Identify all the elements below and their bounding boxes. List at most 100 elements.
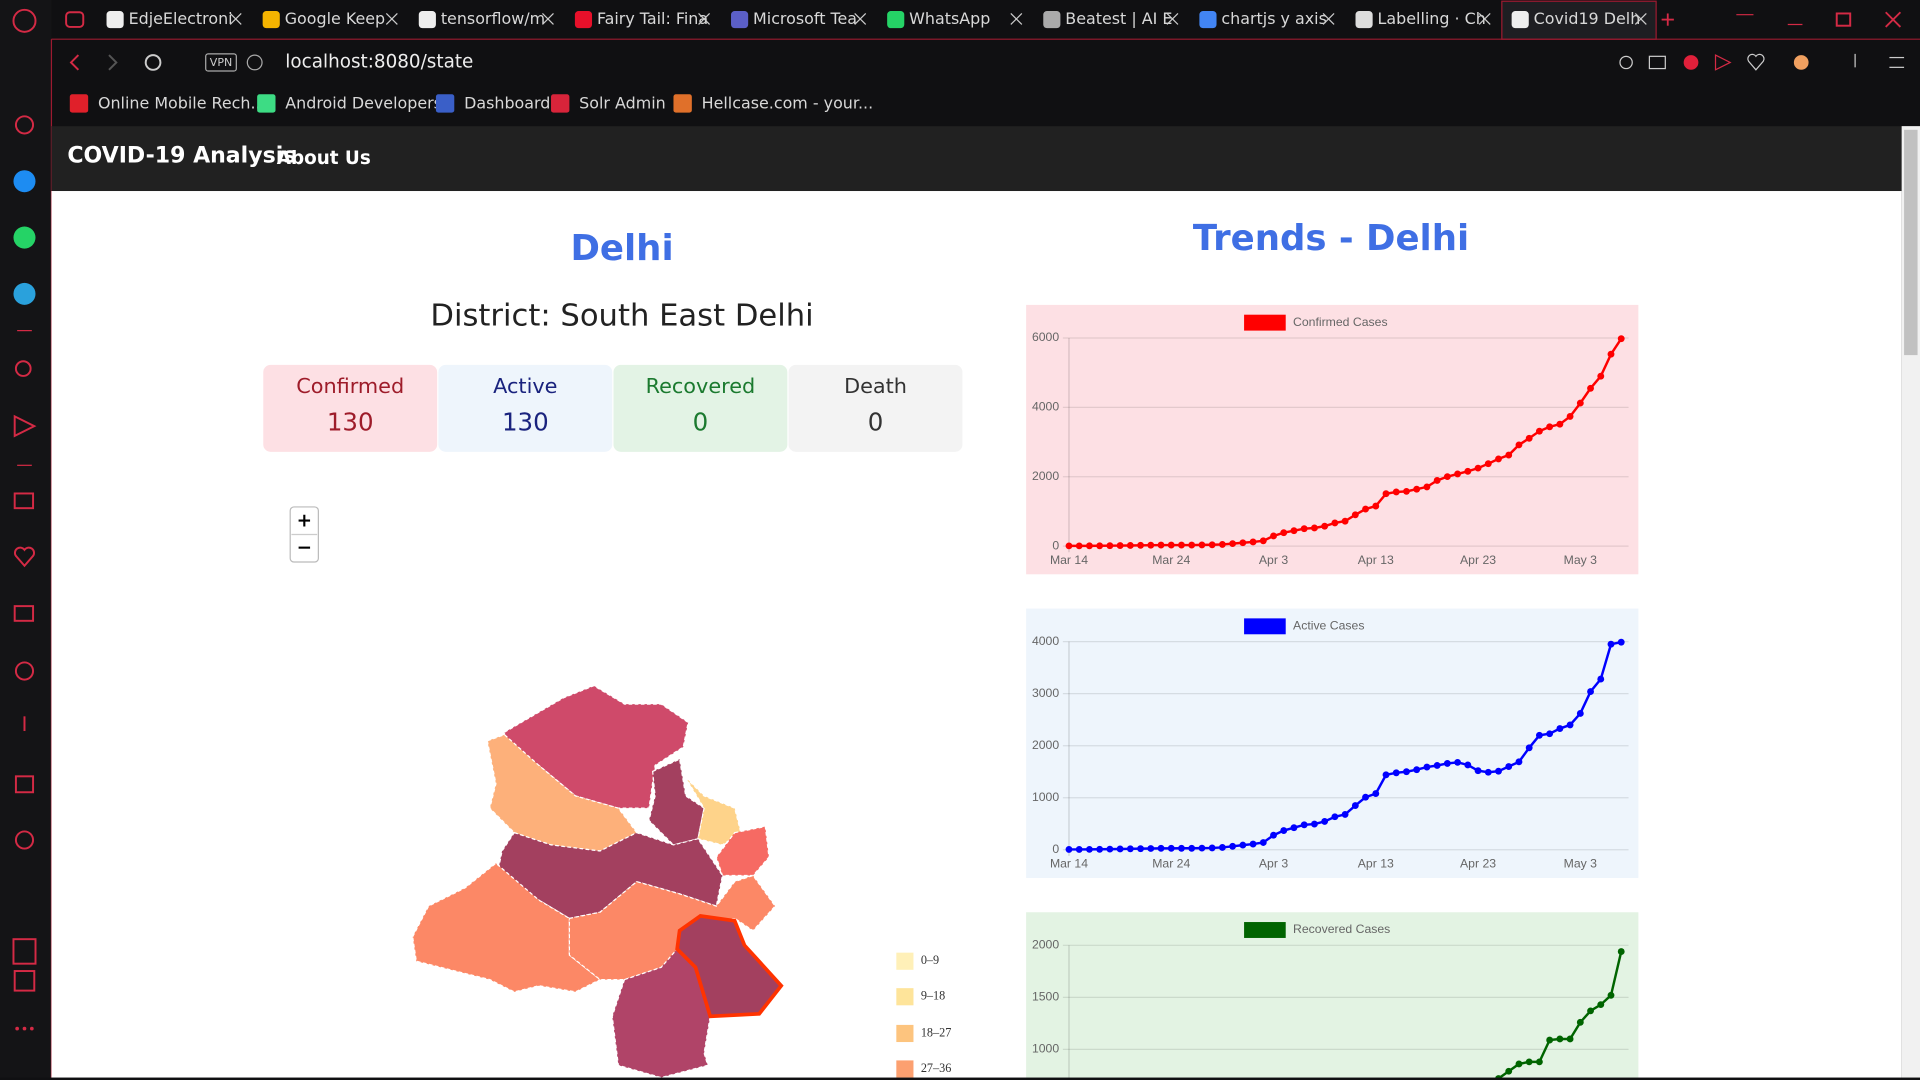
- point[interactable]: [1116, 542, 1124, 549]
- snapshot-icon[interactable]: [1648, 55, 1666, 70]
- tab-title[interactable]: Google Keep: [285, 9, 385, 28]
- opera-logo[interactable]: [12, 8, 37, 33]
- point[interactable]: [1546, 423, 1554, 431]
- point[interactable]: [1484, 460, 1492, 468]
- point[interactable]: [1464, 761, 1472, 769]
- point[interactable]: [1587, 1007, 1594, 1015]
- point[interactable]: [1362, 793, 1369, 801]
- zoom-out[interactable]: −: [297, 538, 312, 559]
- point[interactable]: [1454, 758, 1462, 766]
- point[interactable]: [1239, 539, 1247, 547]
- tab-close[interactable]: [229, 13, 242, 25]
- point[interactable]: [1433, 477, 1441, 484]
- point[interactable]: [1392, 769, 1400, 777]
- more[interactable]: [22, 1026, 27, 1031]
- point[interactable]: [1597, 675, 1605, 683]
- point[interactable]: [1167, 844, 1175, 852]
- point[interactable]: [1249, 840, 1257, 848]
- point[interactable]: [1280, 529, 1288, 537]
- point[interactable]: [1362, 505, 1369, 513]
- tab-title[interactable]: Beatest | AI E: [1065, 9, 1172, 28]
- point[interactable]: [1208, 541, 1216, 549]
- district[interactable]: [648, 758, 705, 846]
- tab-close[interactable]: [385, 13, 398, 25]
- legend-swatch[interactable]: [1244, 922, 1286, 938]
- point[interactable]: [1546, 1036, 1554, 1044]
- district[interactable]: [568, 874, 776, 981]
- flow[interactable]: [13, 414, 37, 438]
- bookmark[interactable]: Hellcase.com - your...: [702, 94, 874, 113]
- point[interactable]: [1515, 441, 1523, 449]
- legend-label[interactable]: Recovered Cases: [1293, 922, 1390, 936]
- district[interactable]: [503, 685, 689, 809]
- point[interactable]: [1515, 758, 1523, 766]
- selected-district[interactable]: [675, 913, 784, 1019]
- tab-close[interactable]: [1010, 13, 1023, 25]
- scrollbar-thumb[interactable]: [1904, 129, 1918, 356]
- point[interactable]: [1259, 839, 1267, 846]
- url[interactable]: localhost:8080/state: [285, 51, 473, 72]
- legend-swatch[interactable]: [1244, 618, 1286, 635]
- point[interactable]: [1617, 638, 1625, 646]
- point[interactable]: [1300, 525, 1308, 533]
- point[interactable]: [1167, 541, 1175, 549]
- point[interactable]: [1617, 335, 1625, 343]
- whatsapp[interactable]: [13, 226, 36, 249]
- history[interactable]: [14, 661, 35, 681]
- nav-link[interactable]: About Us: [277, 148, 371, 169]
- point[interactable]: [1086, 845, 1093, 853]
- point[interactable]: [1331, 519, 1339, 527]
- tab-title[interactable]: EdjeElectroni: [129, 9, 233, 28]
- point[interactable]: [1535, 1058, 1543, 1066]
- point[interactable]: [1188, 541, 1196, 549]
- point[interactable]: [1505, 763, 1513, 770]
- point[interactable]: [1188, 844, 1196, 852]
- point[interactable]: [1321, 522, 1329, 530]
- bookmark[interactable]: Dashboard: [464, 94, 550, 113]
- point[interactable]: [1556, 420, 1564, 428]
- point[interactable]: [1587, 384, 1594, 392]
- point[interactable]: [1495, 455, 1502, 463]
- extensions[interactable]: [14, 775, 35, 794]
- settings[interactable]: [14, 830, 35, 850]
- tab-title[interactable]: WhatsApp: [909, 9, 990, 28]
- speed-dial[interactable]: [14, 115, 35, 135]
- point[interactable]: [1270, 532, 1277, 540]
- point[interactable]: [1607, 640, 1615, 648]
- point[interactable]: [1525, 434, 1533, 442]
- point[interactable]: [1413, 766, 1421, 774]
- point[interactable]: [1310, 524, 1318, 532]
- point[interactable]: [1403, 487, 1410, 495]
- tab-close[interactable]: [698, 13, 711, 25]
- site-info[interactable]: [246, 54, 263, 71]
- point[interactable]: [1137, 541, 1144, 549]
- bookmark[interactable]: Solr Admin: [579, 94, 666, 113]
- point[interactable]: [1515, 1060, 1523, 1068]
- messenger[interactable]: [13, 170, 36, 193]
- point[interactable]: [1433, 762, 1441, 769]
- point[interactable]: [1106, 845, 1114, 853]
- point[interactable]: [1413, 485, 1421, 493]
- point[interactable]: [1270, 831, 1277, 839]
- tab-title[interactable]: Labelling · Ch: [1378, 9, 1486, 28]
- tab-title[interactable]: Microsoft Tea: [753, 9, 857, 28]
- district[interactable]: [611, 948, 711, 1079]
- tab-close[interactable]: [1478, 13, 1491, 25]
- point[interactable]: [1576, 1018, 1584, 1026]
- point[interactable]: [1443, 759, 1451, 767]
- point[interactable]: [1597, 1001, 1605, 1009]
- search-icon[interactable]: [1619, 55, 1633, 70]
- point[interactable]: [1147, 845, 1155, 852]
- point[interactable]: [1096, 542, 1104, 550]
- point[interactable]: [1137, 845, 1144, 853]
- point[interactable]: [1147, 541, 1155, 549]
- point[interactable]: [1505, 1067, 1513, 1075]
- point[interactable]: [1607, 991, 1615, 999]
- point[interactable]: [1372, 790, 1380, 798]
- point[interactable]: [1382, 490, 1390, 498]
- tab-title[interactable]: Covid19 Delh: [1534, 9, 1641, 28]
- point[interactable]: [1546, 730, 1554, 738]
- point[interactable]: [1535, 427, 1543, 435]
- point[interactable]: [1576, 710, 1584, 717]
- point[interactable]: [1474, 767, 1482, 775]
